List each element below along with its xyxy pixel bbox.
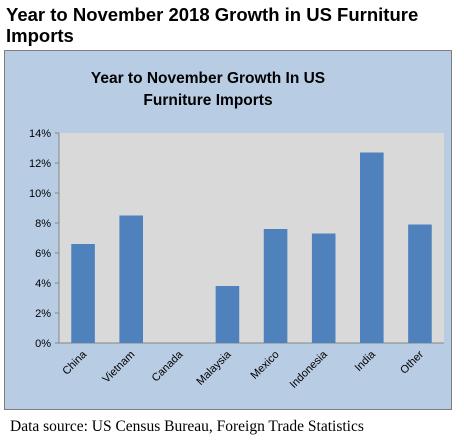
data-source-note: Data source: US Census Bureau, Foreign T… [10, 418, 364, 435]
x-tick-label-other: Other [398, 348, 426, 376]
y-tick-label: 12% [29, 158, 51, 170]
y-tick-label: 2% [35, 308, 51, 320]
x-tick-label-vietnam: Vietnam [100, 349, 137, 386]
x-axis-labels: China Vietnam Canada Malaysia Mexico Indonesi… [60, 348, 426, 391]
y-tick-label: 10% [29, 188, 51, 200]
bar-india [360, 152, 384, 343]
y-tick-label: 6% [35, 248, 51, 260]
x-tick-label-china: China [60, 348, 89, 377]
y-axis-ticks: 0% 2% 4% 6% 8% 10% 12% 14% [29, 128, 59, 350]
y-tick-label: 4% [35, 278, 51, 290]
x-tick-label-india: India [353, 348, 379, 374]
x-tick-label-indonesia: Indonesia [288, 348, 331, 391]
x-tick-label-malaysia: Malaysia [194, 348, 234, 388]
y-tick-label: 8% [35, 218, 51, 230]
page-title: Year to November 2018 Growth in US Furni… [6, 4, 419, 46]
x-tick-label-canada: Canada [150, 348, 186, 384]
bar-vietnam [119, 215, 143, 343]
bar-indonesia [311, 233, 336, 343]
y-tick-label: 0% [35, 338, 51, 350]
x-tick-label-mexico: Mexico [249, 349, 282, 382]
bar-china [71, 244, 95, 343]
y-tick-label: 14% [29, 128, 51, 140]
chart-title-line-1: Year to November Growth In US [91, 70, 325, 87]
bar-malaysia [215, 286, 240, 343]
bar-other [408, 224, 432, 343]
chart-title-line-2: Furniture Imports [143, 92, 272, 109]
plot-area [59, 133, 444, 343]
bars-group [71, 152, 432, 343]
bar-mexico [263, 229, 288, 343]
